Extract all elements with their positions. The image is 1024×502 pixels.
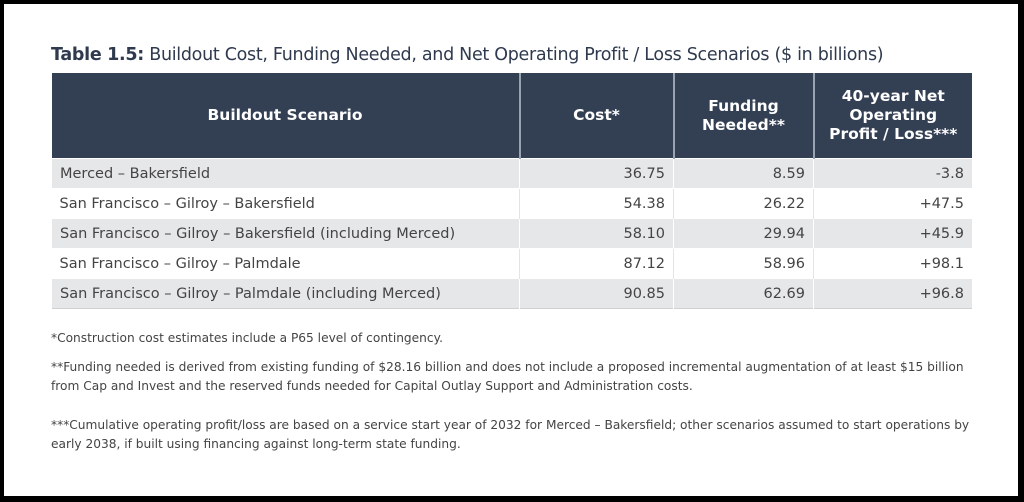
table-row: Merced – Bakersfield 36.75 8.59 -3.8 (51, 158, 972, 189)
header-scenario: Buildout Scenario (51, 73, 520, 159)
cost-cell: 36.75 (519, 158, 674, 189)
profit-loss-cell: +96.8 (813, 278, 972, 309)
footnote-cost: *Construction cost estimates include a P… (51, 331, 443, 345)
header-row: Buildout Scenario Cost* Funding Needed**… (51, 73, 972, 159)
table-row: San Francisco – Gilroy – Bakersfield (in… (51, 218, 972, 249)
footnote-profit: ***Cumulative operating profit/loss are … (51, 418, 970, 451)
header-profit-loss: 40-year Net Operating Profit / Loss*** (812, 73, 972, 159)
cost-cell: 58.10 (519, 218, 674, 249)
scenario-cell: Merced – Bakersfield (51, 158, 520, 189)
document-page: Table 1.5: Buildout Cost, Funding Needed… (4, 4, 1018, 496)
profit-loss-cell: -3.8 (813, 158, 972, 189)
cost-cell: 90.85 (519, 278, 674, 309)
profit-loss-cell: +45.9 (813, 218, 972, 249)
funding-cell: 8.59 (673, 158, 814, 189)
header-funding: Funding Needed** (672, 73, 814, 159)
scenario-cell: San Francisco – Gilroy – Bakersfield (51, 188, 520, 219)
scenario-table: Buildout Scenario Cost* Funding Needed**… (51, 73, 972, 309)
profit-loss-cell: +47.5 (813, 188, 972, 219)
table-row: San Francisco – Gilroy – Palmdale (inclu… (51, 278, 972, 309)
funding-cell: 58.96 (673, 248, 814, 279)
scenario-cell: San Francisco – Gilroy – Bakersfield (in… (51, 218, 520, 249)
scenario-cell: San Francisco – Gilroy – Palmdale (inclu… (51, 278, 520, 309)
table-title: Table 1.5: Buildout Cost, Funding Needed… (51, 45, 884, 65)
header-cost: Cost* (518, 73, 674, 159)
table-number: Table 1.5: (51, 45, 144, 65)
scenario-cell: San Francisco – Gilroy – Palmdale (51, 248, 520, 279)
funding-cell: 26.22 (673, 188, 814, 219)
table-row: San Francisco – Gilroy – Palmdale 87.12 58… (51, 248, 972, 279)
table-row: San Francisco – Gilroy – Bakersfield 54.3… (51, 188, 972, 219)
profit-loss-cell: +98.1 (813, 248, 972, 279)
footnote-funding: **Funding needed is derived from existin… (51, 360, 964, 393)
cost-cell: 87.12 (519, 248, 674, 279)
funding-cell: 29.94 (673, 218, 814, 249)
cost-cell: 54.38 (519, 188, 674, 219)
table-caption: Buildout Cost, Funding Needed, and Net O… (143, 45, 884, 65)
funding-cell: 62.69 (673, 278, 814, 309)
